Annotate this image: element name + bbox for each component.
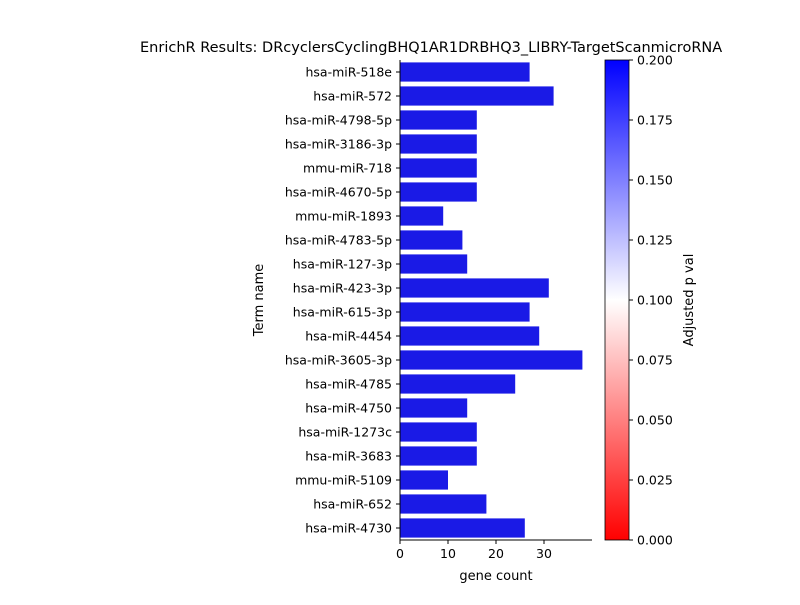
colorbar (604, 59, 630, 541)
y-tick-label: hsa-miR-127-3p (293, 257, 392, 272)
bar (400, 86, 554, 106)
bar (400, 302, 530, 322)
bar (400, 254, 468, 274)
bar (400, 278, 549, 298)
y-tick-label: hsa-miR-4730 (305, 521, 392, 536)
y-tick-label: hsa-miR-572 (313, 89, 392, 104)
y-tick-label: hsa-miR-3186-3p (285, 137, 392, 152)
bar (400, 374, 516, 394)
colorbar-label: Adjusted p val (682, 254, 697, 347)
y-tick-label: hsa-miR-3683 (305, 449, 392, 464)
plot-frame (400, 60, 592, 540)
y-tick-label: hsa-miR-3605-3p (285, 353, 392, 368)
y-tick-labels: hsa-miR-518e hsa-miR-572 hsa-miR-4798-5p hs… (285, 65, 400, 536)
x-tick-label: 10 (440, 546, 456, 561)
y-axis-label: Term name (252, 264, 267, 338)
x-tick-label: 0 (396, 546, 404, 561)
bar (400, 110, 477, 130)
bar (400, 62, 530, 82)
y-tick-label: hsa-miR-423-3p (293, 281, 392, 296)
colorbar-tick-label: 0.175 (637, 113, 673, 128)
y-tick-label: hsa-miR-615-3p (293, 305, 392, 320)
bar (400, 494, 487, 514)
bar (400, 182, 477, 202)
x-axis-label: gene count (459, 569, 532, 584)
y-tick-label: mmu-miR-718 (303, 161, 392, 176)
bar (400, 470, 448, 490)
y-tick-label: hsa-miR-4783-5p (285, 233, 392, 248)
bar (400, 422, 477, 442)
bar (400, 350, 583, 370)
x-tick-label: 30 (536, 546, 552, 561)
bar (400, 446, 477, 466)
y-tick-label: mmu-miR-1893 (295, 209, 392, 224)
y-tick-label: hsa-miR-518e (306, 65, 393, 80)
y-tick-label: hsa-miR-652 (313, 497, 392, 512)
bar (400, 398, 468, 418)
colorbar-tick-label: 0.150 (637, 173, 673, 188)
y-tick-label: hsa-miR-4798-5p (285, 113, 392, 128)
y-tick-label: hsa-miR-1273c (298, 425, 392, 440)
bar (400, 134, 477, 154)
bar (400, 230, 463, 250)
y-tick-label: mmu-miR-5109 (295, 473, 392, 488)
colorbar-tick-label: 0.100 (637, 293, 673, 308)
bar (400, 206, 444, 226)
colorbar-tick-label: 0.125 (637, 233, 673, 248)
chart-title: EnrichR Results: DRcyclersCyclingBHQ1AR1… (140, 40, 722, 56)
y-tick-label: hsa-miR-4750 (305, 401, 392, 416)
bar (400, 158, 477, 178)
colorbar-tick-label: 0.200 (637, 53, 673, 68)
y-tick-label: hsa-miR-4454 (305, 329, 392, 344)
y-tick-label: hsa-miR-4670-5p (285, 185, 392, 200)
colorbar-tick-label: 0.000 (637, 533, 673, 548)
bars-group (400, 62, 583, 538)
colorbar-tick-label: 0.075 (637, 353, 673, 368)
colorbar-tick-label: 0.050 (637, 413, 673, 428)
x-ticks: 0 10 20 30 (396, 540, 552, 561)
bar (400, 518, 525, 538)
colorbar-ticks: 0.000 0.025 0.050 0.075 0.100 0.125 0.150 0.175… (629, 53, 673, 548)
y-tick-label: hsa-miR-4785 (305, 377, 392, 392)
x-tick-label: 20 (488, 546, 504, 561)
colorbar-tick-label: 0.025 (637, 473, 673, 488)
bar (400, 326, 540, 346)
